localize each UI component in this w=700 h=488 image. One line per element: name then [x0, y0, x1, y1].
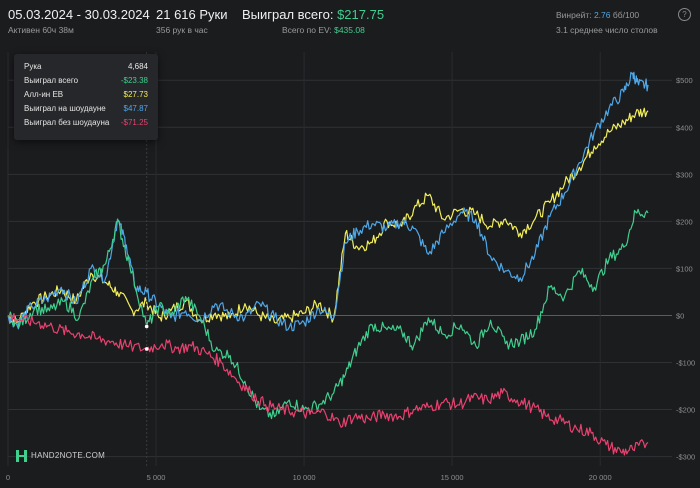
hover-point-total [144, 324, 149, 329]
tooltip-row-showdown: Выиграл на шоудауне $47.87 [24, 104, 148, 116]
x-tick-label: 5 000 [147, 473, 166, 482]
ev-total-label: Всего по EV: [282, 25, 335, 35]
y-tick-label: $0 [676, 311, 684, 320]
y-tick-label: $300 [676, 170, 693, 179]
tooltip-hand-value: 4,684 [127, 62, 148, 71]
y-tick-label: -$300 [676, 453, 695, 462]
winrate-unit: бб/100 [610, 10, 640, 20]
y-tick-label: $200 [676, 217, 693, 226]
x-tick-label: 15 000 [441, 473, 464, 482]
ev-total: Всего по EV: $435.08 [282, 25, 365, 35]
brand-watermark: HAND2NOTE.COM [16, 450, 105, 462]
won-total-value: $217.75 [337, 7, 385, 22]
brand-text: HAND2NOTE.COM [31, 451, 106, 461]
hands-count: 21 616 Руки [156, 7, 228, 22]
y-tick-label: -$100 [676, 359, 695, 368]
tooltip-value-non-showdown: -$71.25 [120, 118, 148, 127]
series-line-showdown [7, 71, 649, 332]
tooltip-row-non-showdown: Выиграл без шоудауна -$71.25 [24, 118, 148, 130]
series-line-non_showdown [7, 313, 649, 456]
help-icon[interactable]: ? [678, 8, 691, 21]
y-tick-label: $400 [676, 123, 693, 132]
hand2note-logo-icon [16, 450, 27, 462]
tooltip-hand-row: Рука 4,684 [24, 62, 148, 74]
x-tick-label: 10 000 [293, 473, 316, 482]
y-axis-ticks: -$300 -$200 -$100 $0 $100 $200 $300 $400 $500 [676, 76, 695, 461]
stats-header: 05.03.2024 - 30.03.2024 Активен 60ч 38м … [0, 0, 700, 46]
y-tick-label: $100 [676, 264, 693, 273]
y-tick-label: -$200 [676, 406, 695, 415]
tooltip-label-non-showdown: Выиграл без шоудауна [24, 118, 110, 127]
avg-tables: 3.1 среднее число столов [556, 25, 658, 35]
x-tick-label: 20 000 [589, 473, 612, 482]
winrate-label: Винрейт: [556, 10, 594, 20]
series-line-total [7, 208, 649, 420]
series-line-allin_ev [7, 107, 649, 327]
tooltip-value-total: -$23.38 [120, 76, 148, 85]
tooltip-label-showdown: Выиграл на шоудауне [24, 104, 106, 113]
tooltip-label-total: Выиграл всего [24, 76, 79, 85]
winrate-value: 2.76 [593, 10, 611, 20]
won-total: Выиграл всего: $217.75 [242, 7, 384, 22]
tooltip-value-showdown: $47.87 [123, 104, 148, 113]
tooltip-hand-label: Рука [24, 62, 42, 71]
tooltip-row-total: Выиграл всего -$23.38 [24, 76, 148, 88]
active-time: Активен 60ч 38м [8, 25, 74, 35]
hover-point-non-showdown [144, 347, 149, 351]
ev-total-value: $435.08 [334, 25, 365, 35]
y-tick-label: $500 [676, 76, 693, 85]
tooltip-label-allin-ev: Алл-ин EB [24, 90, 64, 99]
chart-series [7, 71, 649, 456]
winrate: Винрейт: 2.76 бб/100 [556, 10, 639, 20]
hover-tooltip: Рука 4,684 Выиграл всего -$23.38 Алл-ин … [14, 54, 158, 140]
tooltip-value-allin-ev: $27.73 [123, 90, 148, 99]
x-tick-label: 0 [6, 473, 10, 482]
hands-per-hour: 356 рук в час [156, 25, 208, 35]
x-axis-ticks: 0 5 000 10 000 15 000 20 000 [6, 473, 612, 482]
date-range: 05.03.2024 - 30.03.2024 [8, 7, 150, 22]
tooltip-row-allin-ev: Алл-ин EB $27.73 [24, 90, 148, 102]
won-total-label: Выиграл всего: [242, 7, 338, 22]
